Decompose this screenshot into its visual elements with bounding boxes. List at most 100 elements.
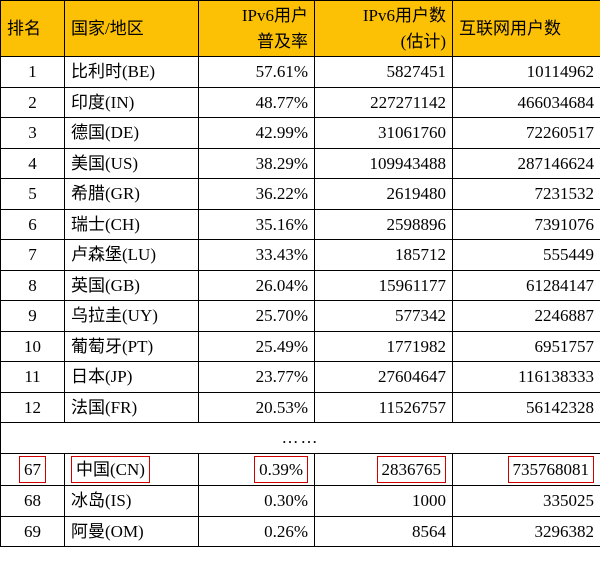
cell-total: 2246887 xyxy=(453,301,600,332)
table-row: 68冰岛(IS)0.30%1000335025 xyxy=(1,486,600,517)
cell-country: 德国(DE) xyxy=(65,118,199,149)
ellipsis-cell: …… xyxy=(1,423,600,454)
col-total: 互联网用户数 xyxy=(453,1,600,57)
cell-country: 希腊(GR) xyxy=(65,179,199,210)
cell-rank: 68 xyxy=(1,486,65,517)
cell-users: 2619480 xyxy=(315,179,453,210)
cell-total: 56142328 xyxy=(453,392,600,423)
cell-users: 1771982 xyxy=(315,331,453,362)
cell-rank: 67 xyxy=(1,453,65,486)
cell-users: 31061760 xyxy=(315,118,453,149)
cell-country: 阿曼(OM) xyxy=(65,516,199,547)
cell-country: 印度(IN) xyxy=(65,87,199,118)
cell-country: 中国(CN) xyxy=(65,453,199,486)
cell-country: 葡萄牙(PT) xyxy=(65,331,199,362)
cell-rate: 38.29% xyxy=(199,148,315,179)
cell-rate: 23.77% xyxy=(199,362,315,393)
table-row: 12法国(FR)20.53%1152675756142328 xyxy=(1,392,600,423)
cell-rank: 9 xyxy=(1,301,65,332)
cell-total: 61284147 xyxy=(453,270,600,301)
cell-rate: 35.16% xyxy=(199,209,315,240)
cell-rank: 12 xyxy=(1,392,65,423)
cell-users: 1000 xyxy=(315,486,453,517)
col-rank: 排名 xyxy=(1,1,65,57)
table-row: 69阿曼(OM)0.26%85643296382 xyxy=(1,516,600,547)
cell-total: 555449 xyxy=(453,240,600,271)
cell-rate: 26.04% xyxy=(199,270,315,301)
cell-total: 6951757 xyxy=(453,331,600,362)
table-row: 7卢森堡(LU)33.43%185712555449 xyxy=(1,240,600,271)
cell-total: 72260517 xyxy=(453,118,600,149)
ipv6-table: 排名 国家/地区 IPv6用户普及率 IPv6用户数(估计) 互联网用户数 1比… xyxy=(0,0,600,547)
cell-rate: 0.30% xyxy=(199,486,315,517)
cell-users: 27604647 xyxy=(315,362,453,393)
cell-rate: 20.53% xyxy=(199,392,315,423)
ellipsis-row: …… xyxy=(1,423,600,454)
cell-country: 法国(FR) xyxy=(65,392,199,423)
cell-rank: 4 xyxy=(1,148,65,179)
cell-rank: 10 xyxy=(1,331,65,362)
table-row: 4美国(US)38.29%109943488287146624 xyxy=(1,148,600,179)
table-row: 2印度(IN)48.77%227271142466034684 xyxy=(1,87,600,118)
cell-rank: 8 xyxy=(1,270,65,301)
cell-total: 735768081 xyxy=(453,453,600,486)
cell-country: 比利时(BE) xyxy=(65,57,199,88)
cell-users: 2598896 xyxy=(315,209,453,240)
cell-users: 15961177 xyxy=(315,270,453,301)
cell-rate: 42.99% xyxy=(199,118,315,149)
cell-total: 7231532 xyxy=(453,179,600,210)
cell-total: 3296382 xyxy=(453,516,600,547)
cell-rate: 57.61% xyxy=(199,57,315,88)
cell-rate: 48.77% xyxy=(199,87,315,118)
col-rate: IPv6用户普及率 xyxy=(199,1,315,57)
cell-total: 287146624 xyxy=(453,148,600,179)
cell-users: 227271142 xyxy=(315,87,453,118)
cell-total: 116138333 xyxy=(453,362,600,393)
ipv6-table-container: 排名 国家/地区 IPv6用户普及率 IPv6用户数(估计) 互联网用户数 1比… xyxy=(0,0,600,547)
cell-country: 英国(GB) xyxy=(65,270,199,301)
cell-rate: 33.43% xyxy=(199,240,315,271)
cell-total: 466034684 xyxy=(453,87,600,118)
cell-country: 乌拉圭(UY) xyxy=(65,301,199,332)
table-row: 8英国(GB)26.04%1596117761284147 xyxy=(1,270,600,301)
cell-users: 8564 xyxy=(315,516,453,547)
cell-users: 109943488 xyxy=(315,148,453,179)
cell-country: 冰岛(IS) xyxy=(65,486,199,517)
cell-rank: 6 xyxy=(1,209,65,240)
cell-rank: 69 xyxy=(1,516,65,547)
cell-users: 577342 xyxy=(315,301,453,332)
cell-rank: 5 xyxy=(1,179,65,210)
cell-total: 10114962 xyxy=(453,57,600,88)
cell-rank: 11 xyxy=(1,362,65,393)
cell-total: 7391076 xyxy=(453,209,600,240)
cell-total: 335025 xyxy=(453,486,600,517)
table-row: 6瑞士(CH)35.16%25988967391076 xyxy=(1,209,600,240)
cell-rate: 0.39% xyxy=(199,453,315,486)
cell-rank: 3 xyxy=(1,118,65,149)
table-row: 1比利时(BE)57.61%582745110114962 xyxy=(1,57,600,88)
cell-rate: 0.26% xyxy=(199,516,315,547)
table-row: 67中国(CN)0.39%2836765735768081 xyxy=(1,453,600,486)
header-row: 排名 国家/地区 IPv6用户普及率 IPv6用户数(估计) 互联网用户数 xyxy=(1,1,600,57)
table-row: 3德国(DE)42.99%3106176072260517 xyxy=(1,118,600,149)
cell-rate: 25.70% xyxy=(199,301,315,332)
table-row: 10葡萄牙(PT)25.49%17719826951757 xyxy=(1,331,600,362)
table-row: 9乌拉圭(UY)25.70%5773422246887 xyxy=(1,301,600,332)
cell-users: 11526757 xyxy=(315,392,453,423)
col-country: 国家/地区 xyxy=(65,1,199,57)
table-row: 5希腊(GR)36.22%26194807231532 xyxy=(1,179,600,210)
cell-users: 185712 xyxy=(315,240,453,271)
table-row: 11日本(JP)23.77%27604647116138333 xyxy=(1,362,600,393)
col-users: IPv6用户数(估计) xyxy=(315,1,453,57)
cell-country: 日本(JP) xyxy=(65,362,199,393)
cell-rate: 36.22% xyxy=(199,179,315,210)
cell-rank: 7 xyxy=(1,240,65,271)
cell-country: 卢森堡(LU) xyxy=(65,240,199,271)
cell-country: 美国(US) xyxy=(65,148,199,179)
cell-rate: 25.49% xyxy=(199,331,315,362)
cell-users: 2836765 xyxy=(315,453,453,486)
cell-users: 5827451 xyxy=(315,57,453,88)
cell-rank: 2 xyxy=(1,87,65,118)
cell-rank: 1 xyxy=(1,57,65,88)
cell-country: 瑞士(CH) xyxy=(65,209,199,240)
